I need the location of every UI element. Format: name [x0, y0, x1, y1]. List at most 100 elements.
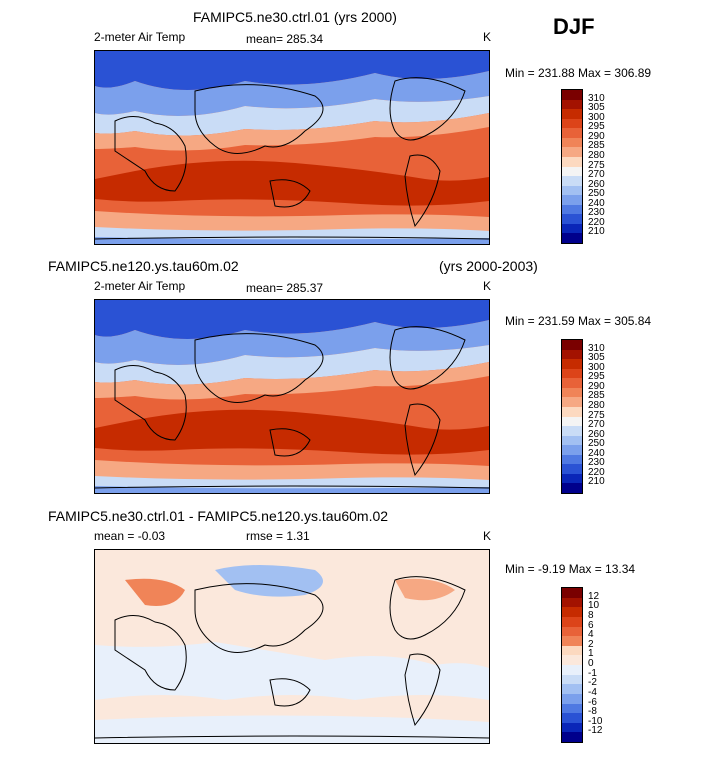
panel1-variable: 2-meter Air Temp — [94, 30, 186, 44]
colorbar-segment — [562, 597, 582, 608]
colorbar-segment — [562, 99, 582, 110]
colorbar-segment — [562, 368, 582, 379]
colorbar-tick-label: 210 — [588, 226, 605, 238]
panel1-title: FAMIPC5.ne30.ctrl.01 (yrs 2000) — [193, 9, 397, 25]
colorbar-segment — [562, 684, 582, 694]
colorbar-segment — [562, 693, 582, 704]
colorbar-tick-label: 230 — [588, 207, 605, 219]
colorbar-tick-label: -4 — [588, 686, 597, 698]
colorbar-tick-label: -1 — [588, 667, 597, 679]
panel1-minmax: Min = 231.88 Max = 306.89 — [505, 66, 652, 80]
colorbar-segment — [562, 90, 582, 100]
colorbar-segment — [562, 185, 582, 196]
colorbar-tick-label: 12 — [588, 590, 600, 602]
panel3-title: FAMIPC5.ne30.ctrl.01 - FAMIPC5.ne120.ys.… — [48, 508, 389, 524]
colorbar-tick-label: -10 — [588, 715, 603, 727]
colorbar-segment — [562, 109, 582, 119]
colorbar-segment — [562, 473, 582, 484]
colorbar-segment — [562, 645, 582, 656]
panel2-variable: 2-meter Air Temp — [94, 279, 186, 293]
colorbar-segment — [562, 483, 582, 493]
panel2-years: (yrs 2000-2003) — [439, 258, 538, 274]
colorbar-tick-label: 305 — [588, 352, 605, 364]
colorbar-tick-label: 250 — [588, 188, 605, 200]
colorbar-segment — [562, 166, 582, 177]
colorbar-tick-label: 220 — [588, 216, 605, 228]
colorbar-segment — [562, 665, 582, 675]
colorbar-tick-label: 275 — [588, 409, 605, 421]
colorbar-segment — [562, 195, 582, 205]
colorbar-tick-label: 260 — [588, 178, 605, 190]
colorbar-tick-label: -2 — [588, 677, 597, 689]
colorbar-tick-label: 280 — [588, 149, 605, 161]
panel1-mean: mean= 285.34 — [246, 32, 324, 46]
colorbar-segment — [562, 636, 582, 646]
colorbar-tick-label: 310 — [588, 92, 605, 104]
colorbar-segment — [562, 703, 582, 714]
colorbar-tick-label: 300 — [588, 111, 605, 123]
colorbar-tick-label: 260 — [588, 428, 605, 440]
colorbar-segment — [562, 426, 582, 436]
colorbar-tick-label: 285 — [588, 140, 605, 152]
colorbar-segment — [562, 147, 582, 157]
panel2-units: K — [483, 279, 492, 293]
panel3-colorbar — [561, 587, 583, 743]
colorbar-segment — [562, 655, 582, 665]
panel3-units: K — [483, 529, 492, 543]
colorbar-segment — [562, 349, 582, 360]
colorbar-segment — [562, 626, 582, 637]
colorbar-segment — [562, 588, 582, 598]
colorbar-segment — [562, 722, 582, 733]
colorbar-tick-label: 270 — [588, 169, 605, 181]
colorbar-segment — [562, 128, 582, 138]
colorbar-tick-label: 285 — [588, 390, 605, 402]
colorbar-tick-label: 290 — [588, 130, 605, 142]
colorbar-segment — [562, 156, 582, 167]
colorbar-segment — [562, 378, 582, 388]
colorbar-segment — [562, 464, 582, 474]
colorbar-tick-label: 220 — [588, 466, 605, 478]
colorbar-segment — [562, 435, 582, 446]
colorbar-tick-label: 210 — [588, 476, 605, 488]
colorbar-tick-label: 275 — [588, 159, 605, 171]
colorbar-tick-label: 6 — [588, 619, 594, 631]
panel1-map — [94, 50, 490, 245]
panel3-minmax: Min = -9.19 Max = 13.34 — [505, 562, 636, 576]
colorbar-segment — [562, 223, 582, 234]
colorbar-segment — [562, 674, 582, 685]
colorbar-tick-label: 290 — [588, 380, 605, 392]
colorbar-segment — [562, 214, 582, 224]
colorbar-tick-label: 295 — [588, 371, 605, 383]
colorbar-tick-label: 280 — [588, 399, 605, 411]
colorbar-segment — [562, 616, 582, 627]
colorbar-tick-label: 10 — [588, 600, 600, 612]
colorbar-tick-label: -8 — [588, 706, 597, 718]
colorbar-segment — [562, 406, 582, 417]
colorbar-segment — [562, 416, 582, 427]
panel3-rmse: rmse = 1.31 — [246, 529, 310, 543]
panel2-mean: mean= 285.37 — [246, 281, 324, 295]
colorbar-segment — [562, 454, 582, 465]
colorbar-tick-label: 8 — [588, 609, 594, 621]
panel3-mean: mean = -0.03 — [94, 529, 166, 543]
colorbar-segment — [562, 387, 582, 398]
colorbar-tick-label: 270 — [588, 419, 605, 431]
colorbar-tick-label: 250 — [588, 438, 605, 450]
colorbar-segment — [562, 359, 582, 369]
colorbar-segment — [562, 137, 582, 148]
colorbar-tick-label: 0 — [588, 658, 594, 669]
colorbar-segment — [562, 340, 582, 350]
colorbar-tick-label: 230 — [588, 457, 605, 469]
colorbar-tick-label: 2 — [588, 638, 594, 650]
colorbar-tick-label: 300 — [588, 361, 605, 373]
colorbar-segment — [562, 445, 582, 455]
colorbar-tick-label: 1 — [588, 648, 594, 660]
colorbar-segment — [562, 233, 582, 243]
colorbar-segment — [562, 713, 582, 723]
colorbar-tick-label: 4 — [588, 629, 594, 641]
panel2-colorbar — [561, 339, 583, 494]
colorbar-tick-label: 240 — [588, 197, 605, 209]
colorbar-tick-label: -6 — [588, 696, 597, 708]
panel2-title: FAMIPC5.ne120.ys.tau60m.02 — [48, 258, 239, 274]
colorbar-tick-label: 240 — [588, 447, 605, 459]
